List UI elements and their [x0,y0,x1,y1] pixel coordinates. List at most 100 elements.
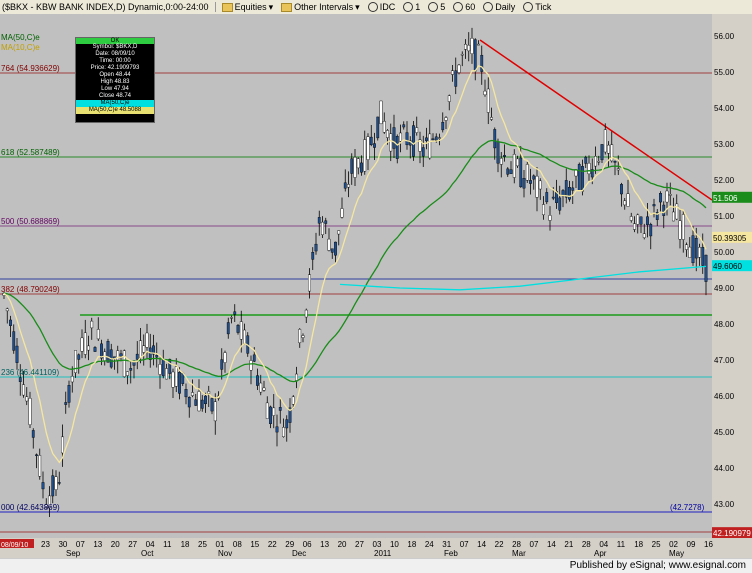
interval-1-button[interactable]: 1 [401,2,422,12]
candle-body [28,398,32,425]
candle-body [610,144,614,162]
fib-764-label: 764 (54.936629) [1,64,60,73]
candle-body [161,359,165,377]
candle-body [542,204,545,216]
candle-body [252,354,256,362]
candle-body [665,190,669,203]
price-tick-label: 48.00 [714,320,735,329]
data-window: OK Symbol: $BKX,D Date: 08/09/10 Time: 0… [75,37,155,123]
candle-body [301,335,305,338]
candle-body [35,454,38,456]
info-low: Low 47.94 [101,86,129,92]
interval-60-button[interactable]: 60 [451,2,477,12]
other-intervals-menu[interactable]: Other Intervals ▾ [279,2,362,13]
candle-body [477,43,480,46]
candle-body [70,375,74,383]
month-label: Oct [141,549,154,558]
price-axis[interactable]: 56.00 55.00 54.00 53.00 52.00 51.00 50.00 49.00… [712,14,752,539]
candle-body [226,322,230,335]
candle-body [506,168,510,175]
candle-body [691,235,695,264]
candle-body [129,368,133,371]
candle-body [464,43,467,50]
candle-body [197,391,201,412]
price-tick-label: 53.00 [714,140,735,149]
candle-body [486,88,490,113]
chart-svg: 764 (54.936629) 618 (52.587489) 500 (50.… [0,27,713,533]
candle-body [314,243,318,252]
candle-body [568,187,571,200]
candle-body [428,133,432,159]
candle-body [421,147,425,157]
tick-button[interactable]: Tick [521,2,553,12]
candle-body [629,216,633,221]
interval-5-label: 5 [440,2,446,12]
candle-body [519,157,523,188]
cyan-ma-line [339,265,707,291]
candle-body [438,137,441,139]
interval-5-button[interactable]: 5 [426,2,447,12]
date-axis[interactable]: 08/09/10 23 30 07 13 20 27 04 11 18 25 01 08 15 22 29 06… [0,538,752,558]
candle-body [516,158,519,167]
idc-button[interactable]: IDC [366,2,398,12]
date-tick-label: 03 [373,540,382,549]
candle-body [587,162,591,175]
candle-body [119,353,123,357]
candle-body [187,397,191,408]
candle-body [80,337,84,352]
candle-body [272,407,276,416]
candle-body [233,311,237,315]
candle-body [57,482,61,484]
candle-body [285,419,289,429]
candle-body [525,164,529,181]
candle-body [470,38,474,54]
candle-body [54,476,58,490]
candle-body [639,216,643,225]
candle-body [324,220,328,224]
date-tick-label: 29 [285,540,294,549]
candle-body [532,175,536,180]
other-intervals-label: Other Intervals [294,2,354,12]
price-tick-label: 45.00 [714,428,735,437]
candle-body [347,184,350,188]
clock-icon [453,2,464,12]
date-tick-label: 09 [687,540,696,549]
date-tick-label: 07 [76,540,85,549]
candle-body [551,196,555,199]
ok-header[interactable]: OK [76,38,154,44]
month-label: Mar [512,549,526,558]
candle-body [230,317,233,319]
candle-body [122,350,126,377]
candle-body [399,132,402,142]
downtrend-line [479,39,713,201]
candle-body [460,53,464,56]
candle-body [467,44,471,52]
date-tick-label: 18 [634,540,643,549]
candle-body [441,122,445,131]
candle-body [415,127,419,133]
info-open: Open 48.44 [99,72,131,78]
month-label: Apr [594,549,607,558]
candle-body [259,382,263,393]
candle-body [376,116,380,139]
price-tick-label: 54.00 [714,104,735,113]
candle-body [522,178,526,189]
equities-menu[interactable]: Equities ▾ [220,2,276,13]
clock-icon [403,2,414,12]
info-date: Date: 08/09/10 [95,51,135,57]
candle-body [269,406,272,424]
candle-body [503,155,506,157]
date-tick-label: 27 [355,540,364,549]
candle-body [220,359,224,370]
candle-body [636,214,640,225]
daily-button[interactable]: Daily [481,2,517,12]
candle-body [51,475,55,497]
candle-body [96,329,100,340]
candle-body [178,372,181,394]
date-tick-label: 27 [128,540,137,549]
candle-body [655,212,659,220]
candle-body [142,345,146,353]
price-badge-label: 42.190979 [713,529,751,538]
folder-icon [281,2,293,12]
candle-body [457,64,461,73]
